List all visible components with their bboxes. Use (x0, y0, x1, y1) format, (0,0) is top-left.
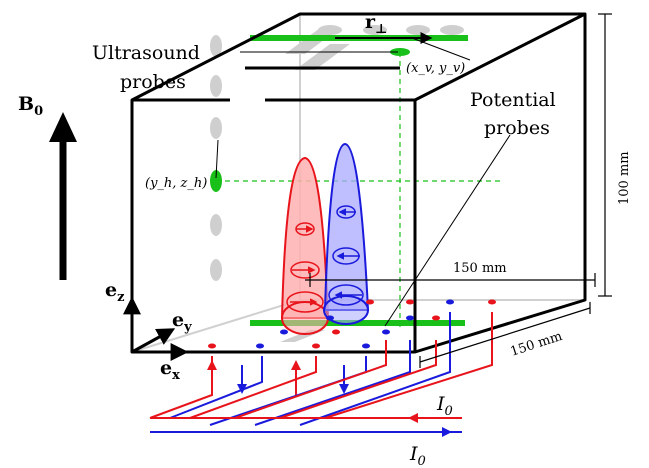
guide-lines (216, 52, 500, 330)
i0-bottom-label: I0 (409, 443, 426, 468)
blue-vortex (323, 142, 370, 325)
ex-label: ex (160, 357, 180, 383)
dimension-lines (305, 13, 612, 368)
r-perp-label: r⊥ (365, 11, 388, 37)
leader-lines (215, 37, 511, 327)
width-dimension-label: 150 mm (453, 261, 507, 276)
i0-top-label: I0 (436, 393, 453, 419)
ultrasound-probes-label-line2: probes (120, 71, 186, 93)
electrode-dots (208, 299, 496, 349)
yh-zh-label: (y_h, z_h) (145, 176, 207, 191)
potential-probes-label-line2: probes (484, 117, 550, 139)
ey-label: ey (172, 309, 192, 335)
ez-label: ez (105, 279, 124, 305)
coordinate-axes (123, 296, 189, 361)
b0-arrow (49, 112, 77, 280)
left-wall-probe-shadows (210, 35, 222, 281)
wires (149, 312, 493, 437)
ultrasound-probes-label-line1: Ultrasound (92, 42, 200, 64)
height-dimension-label: 100 mm (617, 151, 632, 205)
xv-yv-label: (x_v, y_v) (406, 61, 465, 76)
b0-label: B0 (18, 93, 43, 119)
red-vortex (280, 156, 330, 335)
potential-probes-label-line1: Potential (470, 89, 556, 111)
depth-dimension-label: 150 mm (509, 329, 565, 360)
